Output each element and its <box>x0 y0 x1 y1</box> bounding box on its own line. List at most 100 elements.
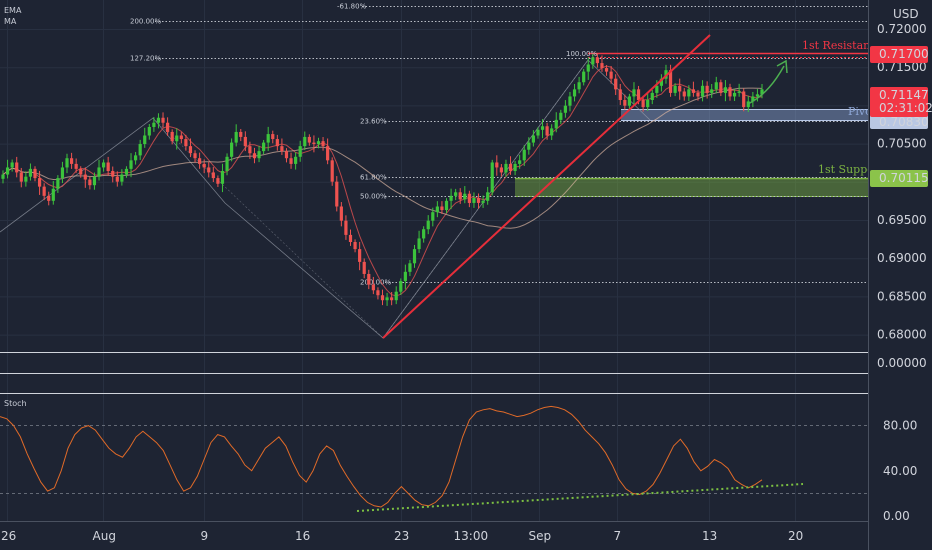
candle-body <box>627 96 632 106</box>
candle-body <box>536 129 540 136</box>
candle-body <box>353 242 357 250</box>
candle-body <box>467 193 471 203</box>
candle-body <box>37 178 42 187</box>
stoch-legend[interactable]: Stoch <box>4 399 27 408</box>
time-tick-label: 20 <box>788 529 803 543</box>
candle-body <box>19 172 23 182</box>
ma-legend[interactable]: MA <box>4 17 17 26</box>
candle-body <box>751 96 755 102</box>
candle-body <box>458 192 462 200</box>
candle-body <box>262 142 266 152</box>
candle-body <box>760 89 764 95</box>
support-price-tag: 0.70115 <box>879 171 929 185</box>
time-tick-label: 23 <box>394 529 409 543</box>
candle-body <box>230 142 234 157</box>
candle-body <box>124 168 129 175</box>
candle-body <box>225 156 229 171</box>
candle-body <box>431 212 435 221</box>
price-tick-label: 0.69500 <box>877 213 927 227</box>
stoch-tick-label: 0.00 <box>883 509 910 523</box>
candle-body <box>390 297 394 301</box>
resistance-label: 1st Resistance <box>802 39 883 52</box>
candle-body <box>732 92 737 97</box>
candle-body <box>513 163 517 171</box>
time-tick-label: Aug <box>93 529 116 543</box>
candle-body <box>687 89 691 97</box>
candle-body <box>271 134 275 140</box>
stoch-tick-label: 40.00 <box>883 464 917 478</box>
candle-body <box>65 158 69 168</box>
candle-body <box>15 162 19 173</box>
candle-body <box>673 85 677 93</box>
projection-arrowhead <box>776 59 788 74</box>
candle-body <box>133 155 138 161</box>
candle-body <box>572 89 577 97</box>
candle-body <box>106 162 110 171</box>
candle-body <box>371 284 375 291</box>
candle-body <box>239 131 243 137</box>
candle-body <box>508 163 513 171</box>
currency-label: USD <box>893 7 919 21</box>
candle-body <box>280 146 284 152</box>
time-tick-label: 16 <box>295 529 310 543</box>
candle-body <box>339 206 343 221</box>
candle-body <box>742 91 746 108</box>
stoch-tick-label: 80.00 <box>883 419 917 433</box>
candle-body <box>294 156 298 164</box>
last-price-tag: 0.71147 <box>879 88 929 102</box>
support-price-tag-bg <box>870 170 928 187</box>
candle-body <box>499 167 503 173</box>
time-tick-label: 26 <box>1 529 16 543</box>
candle-body <box>138 144 142 156</box>
candle-body <box>152 122 156 127</box>
candle-body <box>344 220 348 235</box>
candles-layer <box>1 53 764 306</box>
fib-label: -61.80% <box>337 3 367 11</box>
time-tick-label: 9 <box>201 529 209 543</box>
time-tick-label: 7 <box>614 529 622 543</box>
candle-body <box>422 229 426 239</box>
ema-legend[interactable]: EMA <box>4 6 22 15</box>
candle-body <box>444 200 449 211</box>
candle-body <box>307 136 311 143</box>
candle-body <box>156 117 161 123</box>
candle-body <box>120 174 124 182</box>
candle-body <box>202 163 206 168</box>
candle-body <box>655 85 659 93</box>
candle-body <box>682 91 686 97</box>
candle-body <box>115 176 119 182</box>
candle-body <box>440 206 444 211</box>
candle-body <box>463 193 467 200</box>
zigzag-layer <box>0 59 651 339</box>
candle-body <box>179 135 183 140</box>
candle-body <box>166 122 170 132</box>
candle-body <box>668 70 673 93</box>
candle-body <box>1 174 5 179</box>
candle-body <box>289 158 293 164</box>
pivot-zone <box>621 109 868 121</box>
pivot-price-tag-bg <box>870 114 928 129</box>
candle-body <box>403 271 407 282</box>
candle-body <box>193 153 197 159</box>
candle-body <box>188 146 193 154</box>
candle-body <box>330 160 334 182</box>
candle-body <box>234 131 238 143</box>
candle-body <box>636 89 641 100</box>
candle-body <box>367 273 371 285</box>
candle-body <box>586 64 590 72</box>
candle-body <box>435 206 439 213</box>
time-axis[interactable]: 26 Aug 9 16 23 13:00 Sep 7 13 20 <box>1 529 803 543</box>
candle-body <box>335 181 339 207</box>
candle-body <box>696 92 700 97</box>
support-zone <box>515 178 868 197</box>
candle-body <box>303 136 307 147</box>
candle-body <box>490 162 494 193</box>
fib-label: 100.00% <box>566 50 597 58</box>
candle-body <box>540 126 545 130</box>
extra-axis-value: 0.00000 <box>877 356 927 370</box>
candle-body <box>358 249 362 262</box>
candle-body <box>275 139 279 147</box>
candle-body <box>69 158 74 164</box>
candle-body <box>408 263 412 272</box>
